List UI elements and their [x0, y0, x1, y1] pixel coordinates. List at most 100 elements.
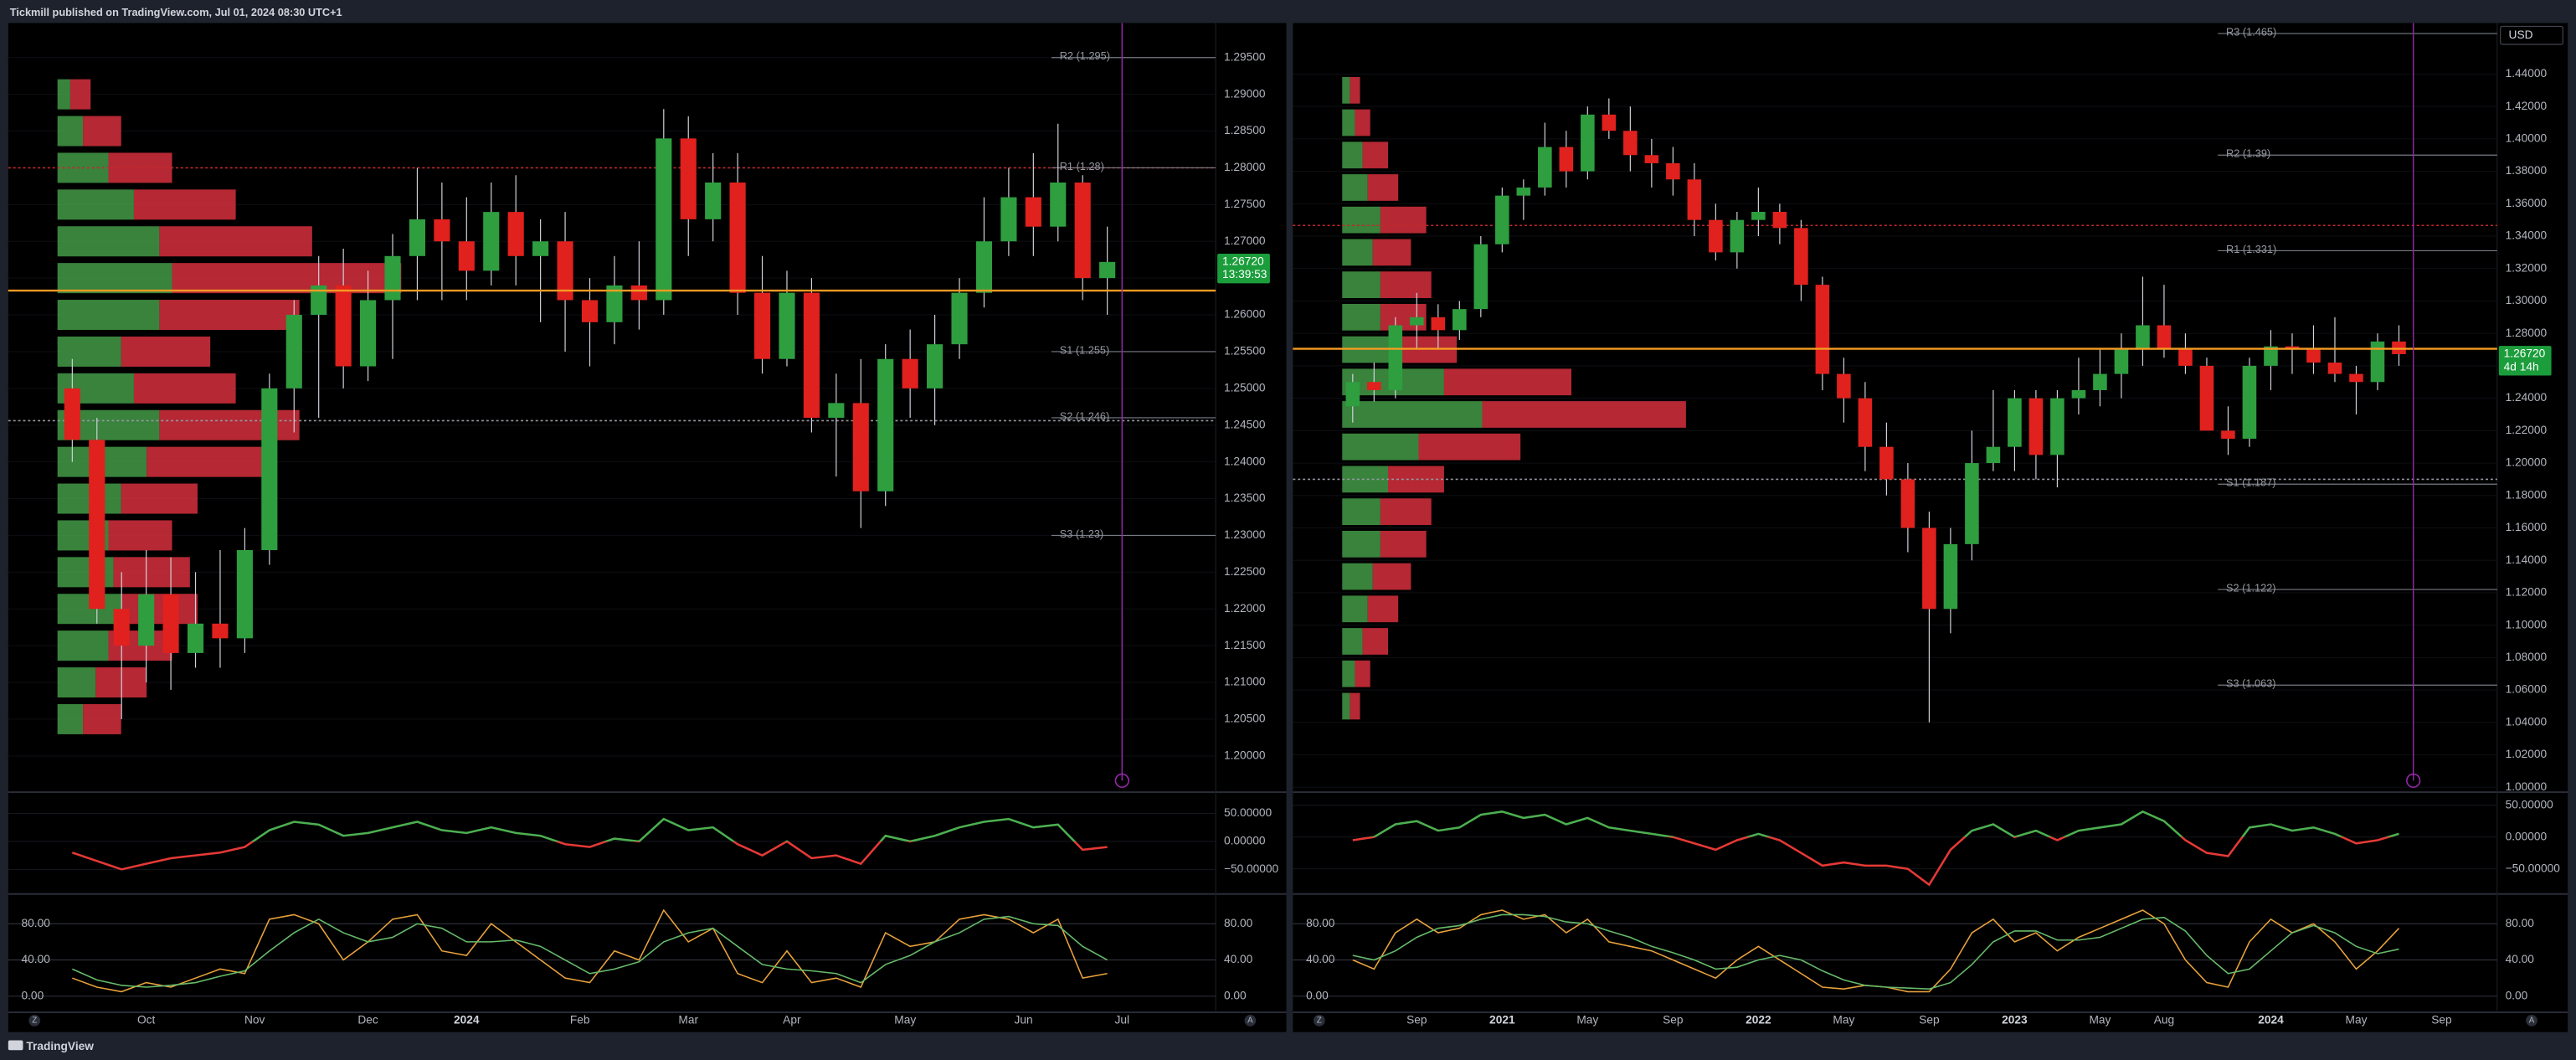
candle-body [261, 388, 278, 550]
volume-profile-down [1350, 76, 1360, 104]
candle-body [606, 285, 623, 322]
axis-button [2526, 1015, 2537, 1027]
x-tick-label: Sep [2431, 1014, 2452, 1027]
candle-body [2264, 346, 2278, 366]
volume-profile-down [159, 409, 300, 440]
candle-body [1751, 212, 1766, 220]
axis-button [1244, 1015, 1257, 1027]
candle-body [2071, 389, 2086, 399]
x-tick-label: Sep [1663, 1014, 1684, 1027]
volume-profile-up [57, 116, 84, 147]
x-tick-label: 2023 [2002, 1014, 2028, 1027]
candle-body [285, 315, 302, 388]
candle-body [1538, 147, 1552, 188]
volume-profile-up [57, 79, 70, 110]
candle-body [1410, 316, 1424, 326]
y-tick-label: 1.23000 [1224, 528, 1266, 541]
candle-body [1431, 316, 1446, 331]
x-tick-label: Jul [1115, 1014, 1130, 1027]
y-tick-label: 1.27500 [1224, 198, 1266, 210]
volume-profile-up [1342, 174, 1368, 201]
candle-body [1837, 373, 1851, 399]
chart-0: 1.29500 1.29000 1.28500 1.28000 1.27500 1.270… [8, 23, 1287, 1027]
y-tick-label: 1.06000 [2506, 683, 2548, 696]
candle-body [753, 292, 771, 359]
volume-profile-down [133, 373, 236, 404]
candle-body [1074, 183, 1091, 279]
y-tick-label: 1.28000 [1224, 161, 1266, 173]
y-tick-label: 1.21000 [1224, 676, 1266, 688]
y-tick-label: 1.26000 [1224, 308, 1266, 321]
axis-button-label: Z [1317, 1016, 1322, 1025]
y-tick-label: 1.02000 [2506, 748, 2548, 760]
candle-body [2114, 349, 2129, 374]
candle-body [927, 344, 944, 388]
candle-body [1666, 162, 1680, 180]
candle-body [434, 219, 450, 242]
candle-body [1623, 131, 1638, 156]
volume-profile-down [1355, 109, 1370, 136]
volume-profile-down [1367, 174, 1399, 201]
volume-profile-up [57, 226, 160, 257]
candle-body [1709, 219, 1723, 253]
volume-profile-up [57, 703, 84, 734]
x-tick-label: May [894, 1014, 916, 1027]
candle-body [2306, 349, 2321, 363]
stochastic-tick-label-left: 0.00 [1306, 989, 1329, 1001]
volume-profile-down [1367, 595, 1399, 623]
y-tick-label: 1.36000 [2506, 197, 2548, 209]
oscillator-tick-label: −50.00000 [1224, 862, 1279, 875]
oscillator-tick-label: 0.00000 [1224, 835, 1266, 847]
x-tick-label: May [2089, 1014, 2111, 1027]
candle-body [2221, 430, 2235, 440]
stochastic-tick-label-left: 80.00 [22, 917, 51, 929]
candle-body [1495, 195, 1509, 244]
pivot-label: S3 (1.23) [1060, 527, 1103, 540]
candle-body [1581, 114, 1595, 172]
y-tick-label: 1.10000 [2506, 618, 2548, 630]
candle-body [1099, 261, 1116, 279]
y-tick-label: 1.14000 [2506, 553, 2548, 566]
volume-profile-down [1443, 368, 1572, 396]
candle-body [1965, 463, 1979, 544]
x-tick-label: Apr [783, 1014, 801, 1027]
pivot-label: S2 (1.122) [2226, 581, 2276, 594]
volume-profile-down [121, 483, 198, 514]
volume-profile-down [1362, 142, 1389, 169]
candle-body [1943, 543, 1958, 610]
candle-body [877, 358, 894, 491]
candle-body [1644, 155, 1659, 163]
candle-body [2050, 398, 2064, 455]
y-tick-label: 1.42000 [2506, 100, 2548, 112]
volume-profile-down [121, 594, 198, 625]
axis-button [28, 1015, 41, 1027]
y-tick-label: 1.16000 [2506, 521, 2548, 533]
oscillator-line [71, 817, 1108, 871]
y-tick-label: 1.12000 [2506, 586, 2548, 599]
y-tick-label: 1.27000 [1224, 234, 1266, 247]
candle-body [507, 212, 524, 256]
stochastic-line [1352, 913, 2399, 990]
volume-profile-up [57, 300, 160, 331]
x-tick-label: 2022 [1746, 1014, 1771, 1027]
candle-body [828, 403, 845, 418]
y-tick-label: 1.32000 [2506, 261, 2548, 274]
candle-body [1858, 398, 1873, 447]
y-tick-label: 1.38000 [2506, 164, 2548, 177]
volume-profile-up [57, 263, 172, 294]
candle-body [630, 285, 647, 301]
volume-profile-down [108, 520, 172, 551]
volume-profile-down [1380, 498, 1432, 526]
volume-profile-down [147, 446, 275, 477]
candle-body [2008, 398, 2022, 447]
volume-profile-down [1482, 401, 1686, 428]
axis-button-label: A [2529, 1016, 2535, 1025]
pivot-label: R1 (1.28) [1060, 160, 1104, 172]
candle-body [113, 609, 130, 646]
volume-profile-up [1342, 498, 1381, 526]
volume-profile-down [1418, 433, 1521, 461]
volume-profile-down [172, 263, 402, 294]
volume-profile-up [1342, 271, 1381, 298]
volume-profile-down [1350, 692, 1360, 720]
last-price-label: 1.26720 [1222, 255, 1264, 267]
